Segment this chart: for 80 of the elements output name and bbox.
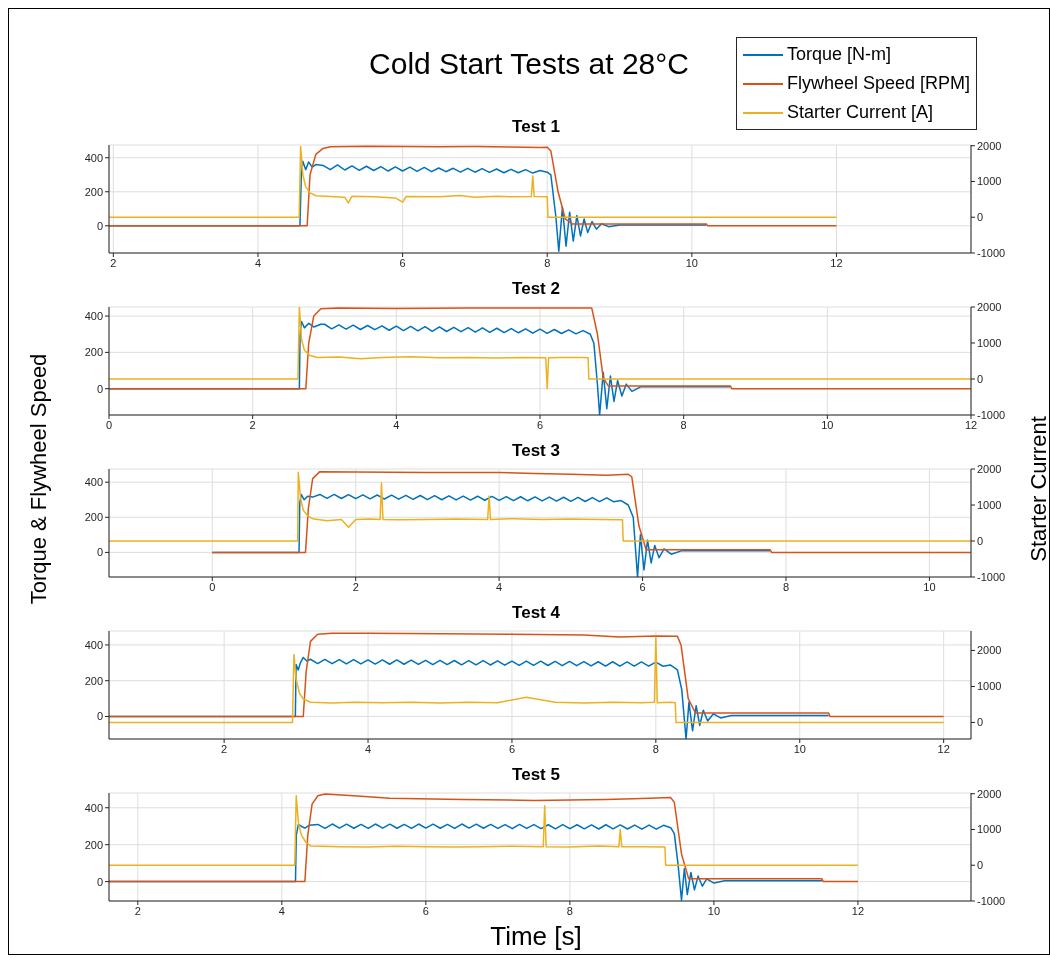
x-tick-label: 6 xyxy=(508,742,515,755)
y2-tick-label: 0 xyxy=(977,211,984,224)
x-tick-label: 8 xyxy=(782,580,790,593)
y2-tick-label: 1000 xyxy=(977,680,1002,693)
y2-tick-label: -1000 xyxy=(977,408,1006,421)
y-tick-label: 200 xyxy=(84,674,103,687)
y-tick-label: 0 xyxy=(96,546,103,559)
x-tick-label: 12 xyxy=(964,418,978,431)
legend-label: Flywheel Speed [RPM] xyxy=(787,73,971,94)
y2-tick-label: 0 xyxy=(977,372,984,385)
x-tick-label: 8 xyxy=(544,256,551,269)
x-tick-label: 12 xyxy=(851,904,865,917)
y-tick-label: 200 xyxy=(84,838,103,851)
line-series xyxy=(109,795,859,866)
x-tick-label: 2 xyxy=(221,742,228,755)
y2-tick-label: 2000 xyxy=(977,787,1002,800)
x-tick-label: 2 xyxy=(134,904,141,917)
x-tick-label: 0 xyxy=(105,418,113,431)
x-tick-label: 2 xyxy=(352,580,359,593)
chart-subtitle: Test 3 xyxy=(511,441,561,461)
x-tick-label: 8 xyxy=(680,418,687,431)
y-tick-label: 400 xyxy=(84,151,103,164)
legend-label: Starter Current [A] xyxy=(787,102,934,123)
chart-subtitle: Test 5 xyxy=(511,765,561,785)
x-tick-label: 4 xyxy=(254,256,262,269)
x-tick-label: 10 xyxy=(821,418,834,431)
y2-tick-label: 1000 xyxy=(977,498,1002,511)
x-tick-label: 10 xyxy=(793,742,806,755)
chart-subtitle: Test 4 xyxy=(511,603,561,623)
x-tick-label: 2 xyxy=(249,418,256,431)
x-tick-label: 10 xyxy=(685,256,698,269)
y-tick-label: 400 xyxy=(84,801,103,814)
y-tick-label: 400 xyxy=(84,476,103,489)
y2-tick-label: -1000 xyxy=(977,246,1006,259)
chart-title: Cold Start Tests at 28°C xyxy=(369,47,689,80)
y2-axis-title: Starter Current xyxy=(1026,416,1050,562)
legend-label: Torque [N-m] xyxy=(787,44,892,65)
x-tick-label: 12 xyxy=(937,742,950,755)
x-tick-label: 4 xyxy=(393,418,400,431)
x-tick-label: 6 xyxy=(639,580,646,593)
y-tick-label: 0 xyxy=(96,219,103,232)
line-series xyxy=(109,793,859,883)
x-tick-label: 8 xyxy=(652,742,659,755)
y2-tick-label: 2000 xyxy=(977,462,1002,475)
x-tick-label: 6 xyxy=(399,256,406,269)
chart-subtitle: Test 1 xyxy=(512,117,560,136)
x-tick-label: 6 xyxy=(536,418,544,431)
x-tick-label: 4 xyxy=(496,580,503,593)
y-tick-label: 400 xyxy=(84,309,103,322)
y2-tick-label: 2000 xyxy=(977,644,1002,657)
x-tick-label: 10 xyxy=(923,580,936,593)
x-tick-label: 6 xyxy=(422,904,429,917)
y2-tick-label: 1000 xyxy=(977,175,1002,188)
y2-tick-label: 2000 xyxy=(977,300,1002,313)
y2-tick-label: -1000 xyxy=(977,570,1006,583)
x-tick-label: 2 xyxy=(110,256,117,269)
y-tick-label: 0 xyxy=(96,875,103,888)
x-axis-title: Time [s] xyxy=(489,921,583,952)
y2-tick-label: 1000 xyxy=(977,823,1002,836)
chart-subtitle: Test 2 xyxy=(511,279,561,299)
x-tick-label: 0 xyxy=(209,580,216,593)
y-tick-label: 200 xyxy=(84,511,103,524)
y2-tick-label: 0 xyxy=(977,534,984,547)
y2-tick-label: 0 xyxy=(977,716,984,729)
y-tick-label: 400 xyxy=(84,638,103,651)
x-tick-label: 12 xyxy=(830,256,843,269)
y2-tick-label: 1000 xyxy=(977,336,1002,349)
y-tick-label: 200 xyxy=(84,185,103,198)
y2-tick-label: 0 xyxy=(977,859,984,872)
y-axis-title: Torque & Flywheel Speed xyxy=(26,353,52,605)
y-tick-label: 200 xyxy=(84,346,103,359)
x-tick-label: 8 xyxy=(566,904,573,917)
x-tick-label: 10 xyxy=(707,904,721,917)
x-tick-label: 4 xyxy=(278,904,285,917)
y-tick-label: 0 xyxy=(96,710,103,723)
x-tick-label: 4 xyxy=(364,742,372,755)
y-tick-label: 0 xyxy=(96,382,103,395)
line-series xyxy=(211,470,971,554)
y2-tick-label: 2000 xyxy=(977,139,1002,152)
y2-tick-label: -1000 xyxy=(977,894,1006,907)
